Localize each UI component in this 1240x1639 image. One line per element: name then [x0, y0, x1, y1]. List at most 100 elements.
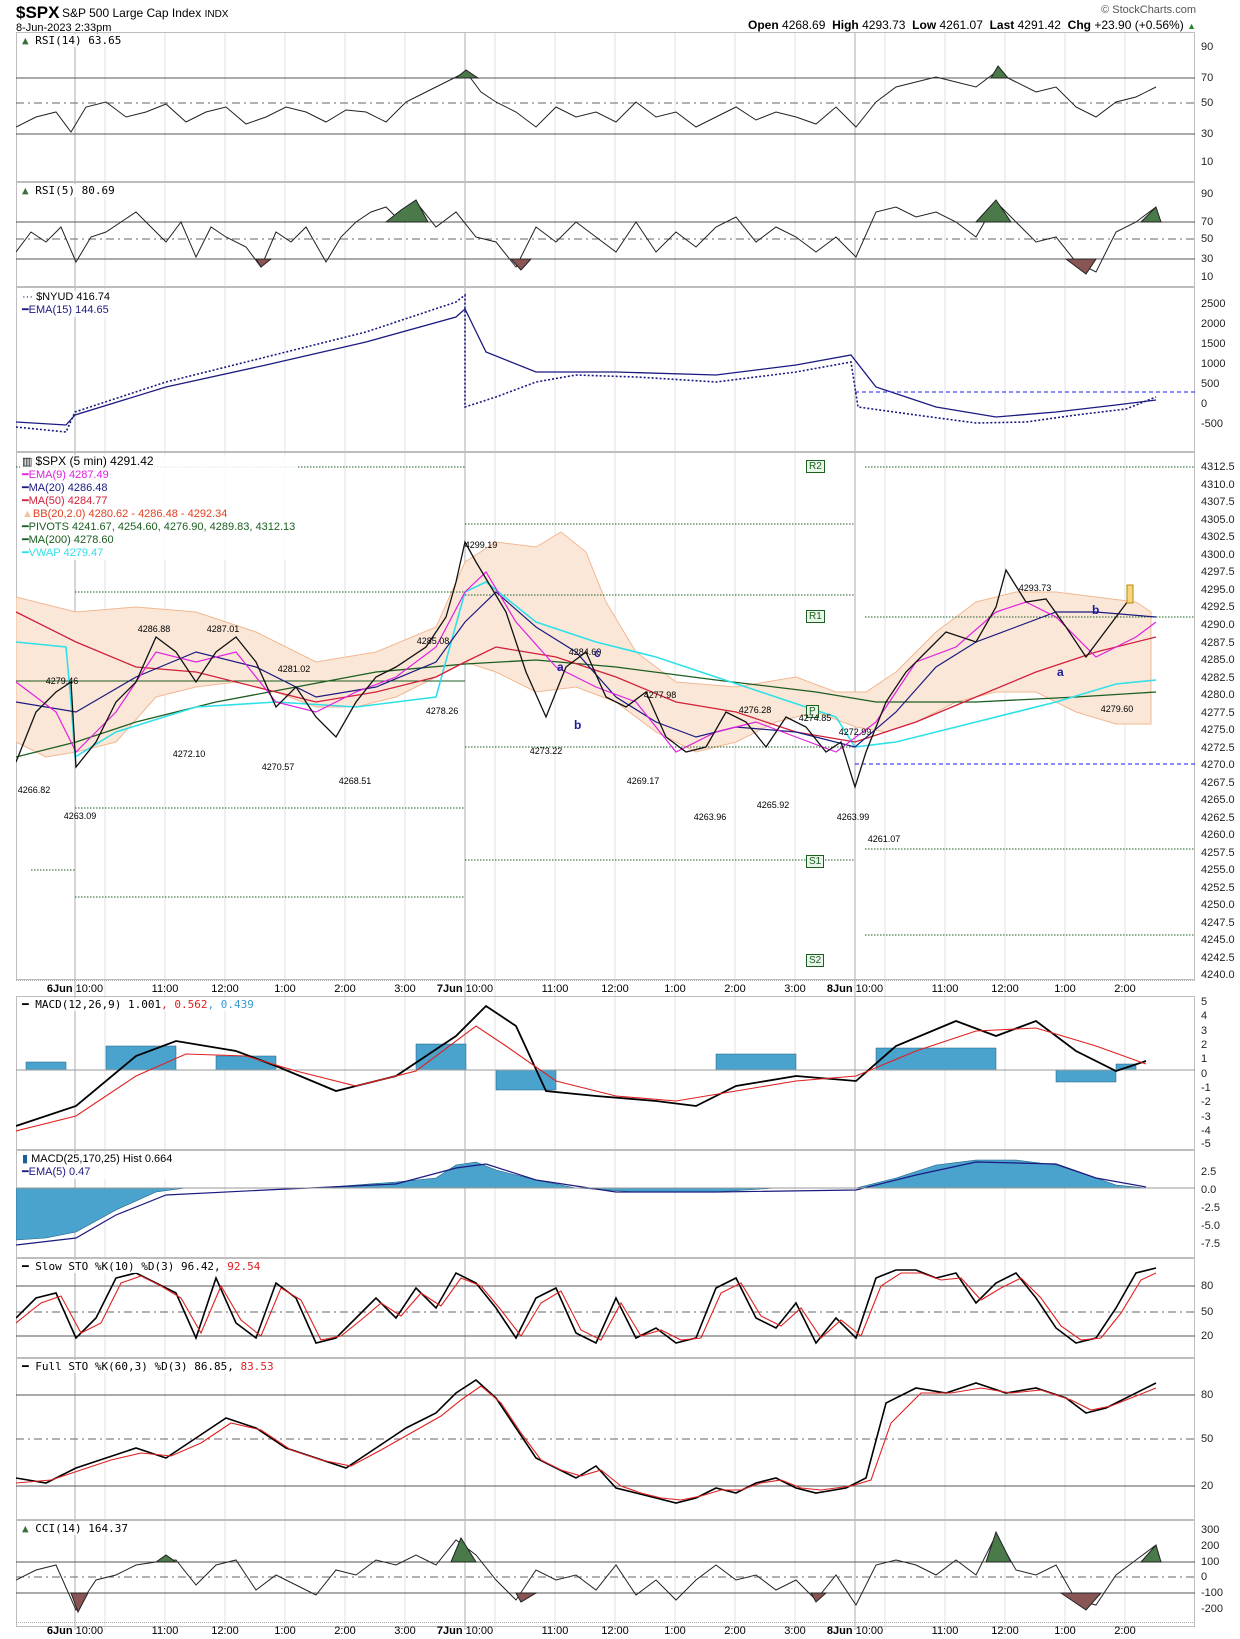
tick: 500 [1201, 378, 1220, 390]
price-annotation: 4277.98 [643, 690, 677, 700]
chart-datetime: 8-Jun-2023 2:33pm [16, 22, 112, 34]
tick: 100 [1201, 1556, 1220, 1568]
time-label: 1:00 [274, 983, 296, 995]
time-label: 10:00 [855, 983, 884, 995]
tick: 4312.5 [1201, 461, 1235, 473]
tick: 1 [1201, 1053, 1208, 1065]
macd-plot [16, 1004, 1195, 1132]
tick: 2.5 [1201, 1166, 1217, 1178]
price-annotation: 4279.60 [1100, 704, 1134, 714]
fullsto-plot [16, 1378, 1195, 1504]
open-label: Open [748, 18, 779, 32]
price-annotation: 4285.08 [416, 636, 450, 646]
rsi5-axis: 90 70 50 30 10 [1197, 182, 1239, 287]
tick: -5 [1201, 1138, 1211, 1150]
exchange-text: INDX [204, 9, 229, 20]
chg-value: +23.90 (+0.56%) [1094, 18, 1184, 32]
tick: 0 [1201, 1068, 1208, 1080]
tick: -3 [1201, 1111, 1211, 1123]
time-label: 1:00 [1054, 1625, 1076, 1637]
time-label: 11:00 [541, 983, 569, 995]
price-annotation: 4278.26 [425, 706, 459, 716]
line-icon: ━ [22, 998, 29, 1011]
tick: 0 [1201, 398, 1208, 410]
candlestick-icon: ▥ [22, 456, 33, 468]
tick: 30 [1201, 128, 1214, 140]
price-legend: ▥ $SPX (5 min) 4291.42 ━EMA(9) 4287.49 ━… [20, 454, 298, 560]
price-label-text: $SPX (5 min) 4291.42 [35, 454, 154, 468]
tick: 4277.5 [1201, 707, 1235, 719]
macd-value: MACD(12,26,9) 1.001 [35, 998, 162, 1011]
tick: -7.5 [1201, 1238, 1220, 1250]
time-label: 3:00 [784, 983, 806, 995]
fullsto-k: Full STO %K(60,3) %D(3) 86.85, [35, 1360, 234, 1373]
time-label: 12:00 [991, 1625, 1019, 1637]
tick: 10 [1201, 156, 1214, 168]
tick: 90 [1201, 188, 1214, 200]
tick: 4275.0 [1201, 724, 1235, 736]
tick: 4310.0 [1201, 479, 1235, 491]
time-axis-bottom: 6Jun 10:00 11:00 12:00 1:00 2:00 3:00 7J… [16, 1622, 1195, 1639]
tick: 80 [1201, 1280, 1214, 1292]
time-label: 11:00 [541, 1625, 569, 1637]
tick: 4285.0 [1201, 654, 1235, 666]
tick: 2000 [1201, 318, 1226, 330]
price-annotation: 4263.09 [63, 811, 97, 821]
nyud-label-text: $NYUD 416.74 [36, 291, 111, 303]
nyud-plot [16, 293, 1195, 433]
tick: -4 [1201, 1125, 1211, 1137]
price-annotation: 4268.51 [338, 776, 372, 786]
time-label: 11:00 [151, 1625, 179, 1637]
tick: 4282.5 [1201, 672, 1235, 684]
macd-axis: 5 4 3 2 1 0 -1 -2 -3 -4 -5 [1197, 996, 1239, 1150]
pivot-r2: R2 [806, 460, 825, 473]
dotted-line-icon: ··· [22, 291, 33, 303]
rsi5-label: ▲ RSI(5) 80.69 [20, 184, 117, 197]
tick: 20 [1201, 1330, 1214, 1342]
line-icon: ━ [22, 521, 29, 533]
tick: -200 [1201, 1603, 1224, 1615]
vwap-label: VWAP 4279.47 [28, 547, 104, 559]
date-label: 8Jun [826, 1625, 853, 1637]
price-annotation: 4281.02 [277, 664, 311, 674]
wave-label: c [594, 646, 601, 660]
time-label: 10:00 [855, 1625, 884, 1637]
tick: 4287.5 [1201, 637, 1235, 649]
price-annotation: 4279.46 [45, 676, 79, 686]
date-label: 7Jun [436, 983, 463, 995]
tick: 1500 [1201, 338, 1226, 350]
macd2-plot [16, 1159, 1195, 1246]
pivot-s2: S2 [806, 954, 825, 967]
fullsto-axis: 80 50 20 [1197, 1358, 1239, 1520]
rsi14-label-text: RSI(14) 63.65 [35, 34, 122, 47]
tick: 4292.5 [1201, 601, 1235, 613]
time-label: 10:00 [465, 1625, 494, 1637]
up-triangle-icon: ▲ [1187, 21, 1196, 31]
copyright[interactable]: © StockCharts.com [1101, 4, 1196, 16]
macd2-ema: EMA(5) 0.47 [28, 1166, 91, 1178]
rsi5-panel [16, 182, 1195, 287]
cci-panel [16, 1520, 1195, 1627]
slowsto-axis: 80 50 20 [1197, 1258, 1239, 1358]
cci-plot [16, 1530, 1195, 1614]
nyud-axis: 2500 2000 1500 1000 500 0 -500 [1197, 287, 1239, 452]
name-text: S&P 500 Large Cap Index [62, 6, 202, 20]
time-label: 1:00 [1054, 983, 1076, 995]
tick: 4240.0 [1201, 969, 1235, 981]
tick: 50 [1201, 97, 1214, 109]
tick: 4252.5 [1201, 882, 1235, 894]
tick: 4242.5 [1201, 952, 1235, 964]
histogram-icon: ▮ [22, 1153, 29, 1165]
nyud-panel [16, 287, 1195, 452]
slowsto-k: Slow STO %K(10) %D(3) 96.42, [35, 1260, 221, 1273]
pivot-p: P [806, 705, 819, 718]
tick: 50 [1201, 1433, 1214, 1445]
tick: 0.0 [1201, 1184, 1217, 1196]
macd-signal: , 0.562 [161, 998, 208, 1011]
time-label: 12:00 [601, 1625, 629, 1637]
tick: 2500 [1201, 298, 1226, 310]
security-name: S&P 500 Large Cap Index INDX [62, 6, 228, 20]
pivots-label: PIVOTS 4241.67, 4254.60, 4276.90, 4289.8… [28, 521, 296, 533]
tick: -5.0 [1201, 1220, 1220, 1232]
price-annotation: 4272.99 [838, 727, 872, 737]
